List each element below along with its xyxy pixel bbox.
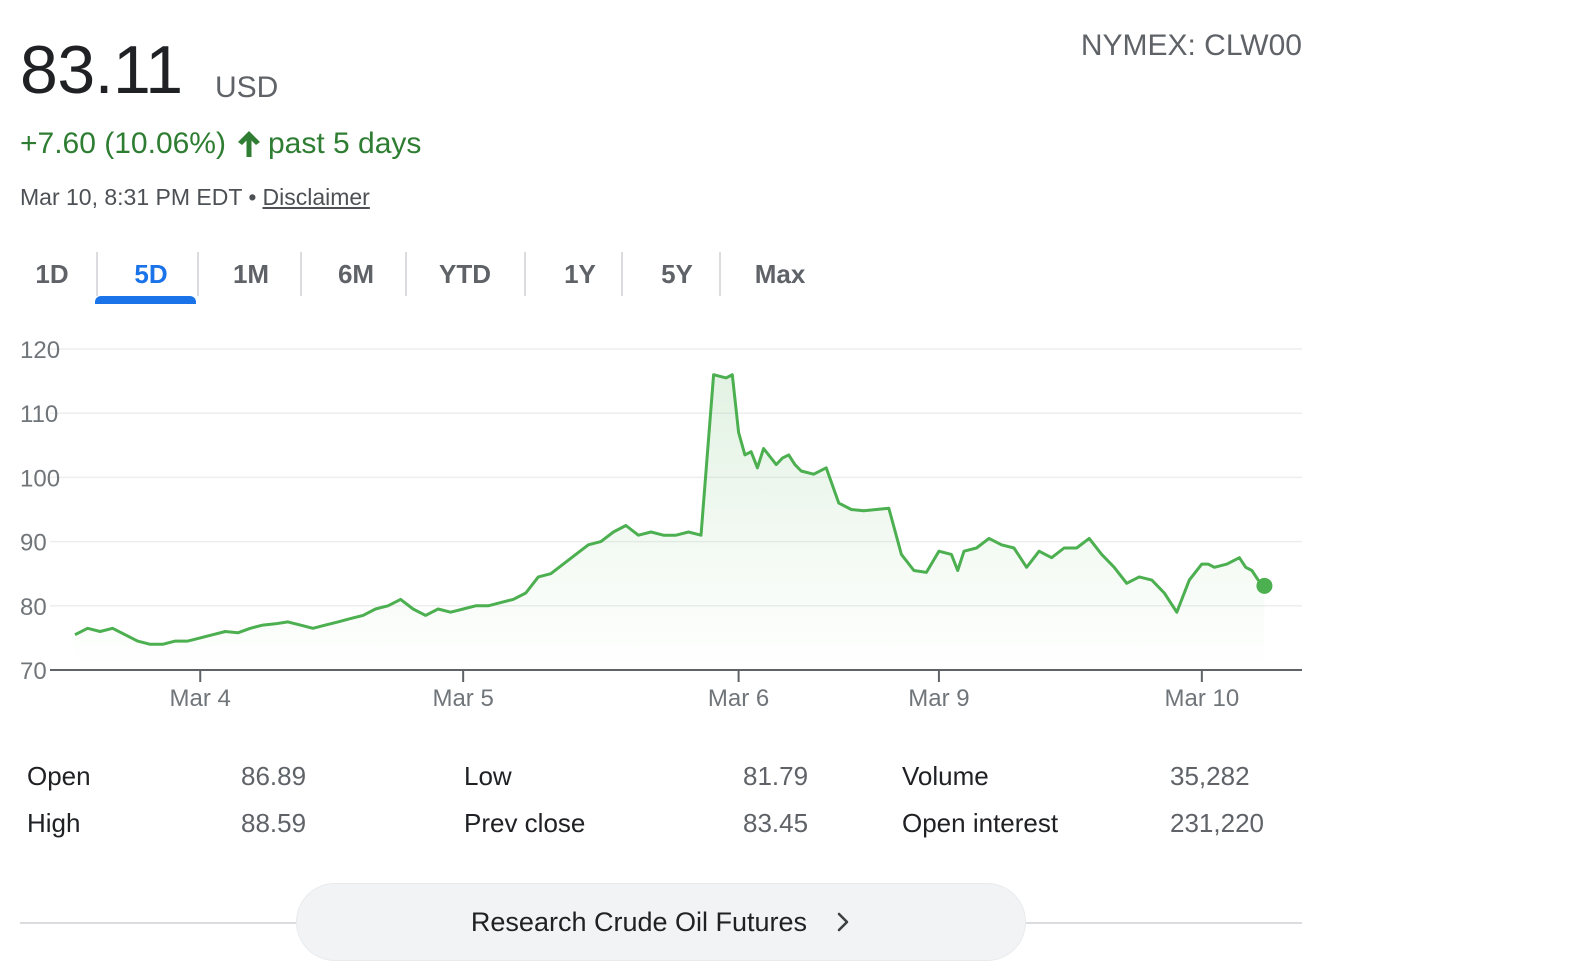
- stat-value-prev-close: 83.45: [743, 808, 809, 838]
- x-tick-label: Mar 10: [1164, 685, 1239, 712]
- tab-6m[interactable]: 6M: [337, 259, 375, 289]
- tab-divider: [524, 252, 526, 296]
- x-tick-label: Mar 9: [908, 685, 969, 712]
- stat-label-high: High: [27, 808, 81, 838]
- tab-5y[interactable]: 5Y: [661, 259, 693, 289]
- timestamp-text: Mar 10, 8:31 PM EDT: [20, 184, 243, 210]
- tab-5d[interactable]: 5D: [134, 259, 168, 289]
- tab-1y[interactable]: 1Y: [564, 259, 596, 289]
- research-button[interactable]: Research Crude Oil Futures: [296, 883, 1026, 961]
- y-tick-label: 100: [20, 465, 60, 492]
- tab-1m[interactable]: 1M: [232, 259, 270, 289]
- tab-1d[interactable]: 1D: [35, 259, 69, 289]
- x-tick-label: Mar 4: [170, 685, 231, 712]
- tab-divider: [300, 252, 302, 296]
- y-axis: 70 80 90 100 110 120: [20, 337, 60, 685]
- price-area: [75, 374, 1265, 670]
- tab-divider: [197, 252, 199, 296]
- price-change: +7.60 (10.06%) past 5 days: [20, 125, 421, 163]
- current-price-dot: [1256, 577, 1273, 594]
- stat-value-open-interest: 231,220: [1170, 808, 1264, 838]
- disclaimer-link[interactable]: Disclaimer: [262, 184, 370, 210]
- y-tick-label: 110: [20, 401, 58, 428]
- stat-value-open: 86.89: [241, 761, 307, 791]
- active-tab-indicator: [95, 296, 196, 304]
- ticker-symbol: NYMEX: CLW00: [1080, 29, 1302, 62]
- change-period: past 5 days: [267, 127, 422, 160]
- tab-divider: [719, 252, 721, 296]
- x-axis: Mar 4 Mar 5 Mar 6 Mar 9 Mar 10: [170, 670, 1239, 712]
- stat-label-volume: Volume: [902, 761, 989, 791]
- chevron-right-icon: [837, 912, 849, 932]
- stat-label-open: Open: [27, 761, 91, 791]
- tab-divider: [621, 252, 623, 296]
- x-tick-label: Mar 5: [432, 685, 493, 712]
- stat-value-volume: 35,282: [1170, 761, 1250, 791]
- separator-dot: •: [248, 184, 257, 210]
- price-value: 83.11: [20, 32, 183, 108]
- quote-timestamp: Mar 10, 8:31 PM EDT • Disclaimer: [20, 183, 370, 211]
- tab-divider: [96, 252, 98, 296]
- tab-divider: [405, 252, 407, 296]
- tab-ytd[interactable]: YTD: [439, 259, 491, 289]
- stat-value-low: 81.79: [743, 761, 809, 791]
- y-tick-label: 120: [20, 337, 60, 364]
- y-tick-label: 90: [20, 530, 47, 557]
- y-tick-label: 80: [20, 594, 47, 621]
- change-amount: +7.60 (10.06%): [20, 127, 226, 160]
- stat-label-low: Low: [464, 761, 512, 791]
- arrow-up-icon: [237, 131, 260, 157]
- stat-label-open-interest: Open interest: [902, 808, 1059, 838]
- y-tick-label: 70: [20, 658, 47, 685]
- currency-label: USD: [215, 71, 279, 104]
- research-button-label: Research Crude Oil Futures: [470, 906, 808, 937]
- price-line: [74, 373, 1266, 646]
- x-tick-label: Mar 6: [708, 685, 769, 712]
- stat-value-high: 88.59: [241, 808, 307, 838]
- tab-max[interactable]: Max: [754, 259, 806, 289]
- stat-label-prev-close: Prev close: [464, 808, 586, 838]
- range-tabs: 1D 5D 1M 6M YTD 1Y 5Y Max: [0, 248, 830, 304]
